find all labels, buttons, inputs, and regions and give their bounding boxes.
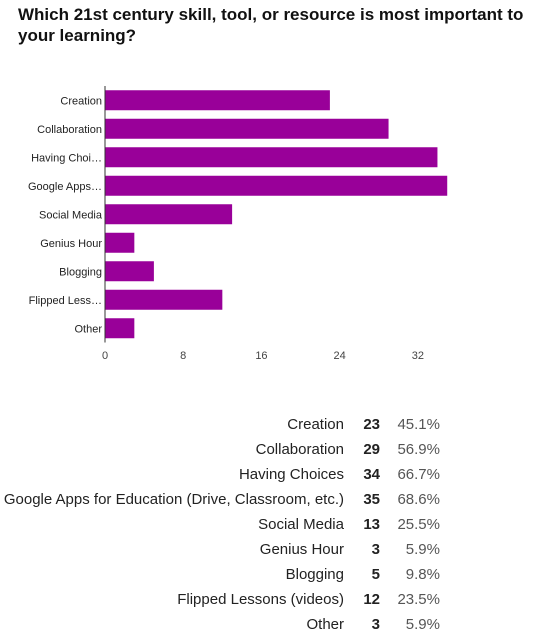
bar	[105, 289, 223, 310]
summary-percent: 5.9%	[405, 541, 440, 558]
summary-percent: 45.1%	[397, 416, 440, 433]
summary-label: Creation	[287, 416, 344, 433]
summary-count: 3	[371, 616, 380, 633]
summary-percent: 9.8%	[405, 566, 440, 583]
bar-chart: Creation Collaboration Having Choi… Google …	[28, 86, 448, 362]
bar	[105, 318, 135, 339]
bar	[105, 261, 154, 282]
bar	[105, 204, 233, 225]
summary-count: 29	[363, 441, 380, 458]
x-tick-label: 16	[255, 350, 267, 362]
summary-count: 13	[363, 516, 380, 533]
category-label: Flipped Less…	[29, 295, 102, 307]
summary-label: Blogging	[285, 566, 344, 583]
summary-percent: 23.5%	[397, 591, 440, 608]
summary-row: Having Choices 34 66.7%	[0, 463, 557, 488]
category-label: Having Choi…	[31, 152, 102, 164]
category-label: Social Media	[39, 209, 103, 221]
summary-count: 35	[363, 491, 380, 508]
summary-count: 12	[363, 591, 380, 608]
category-label: Collaboration	[37, 124, 102, 136]
x-tick-label: 32	[412, 350, 424, 362]
category-label: Creation	[60, 95, 102, 107]
category-label: Other	[74, 323, 102, 335]
summary-label: Collaboration	[255, 441, 344, 458]
summary-label: Flipped Lessons (videos)	[177, 591, 344, 608]
summary-percent: 56.9%	[397, 441, 440, 458]
summary-label: Google Apps for Education (Drive, Classr…	[3, 491, 344, 508]
bar	[105, 118, 389, 139]
category-label: Genius Hour	[40, 238, 102, 250]
summary-row: Blogging 5 9.8%	[0, 563, 557, 588]
summary-row: Creation 23 45.1%	[0, 413, 557, 438]
question-title: Which 21st century skill, tool, or resou…	[18, 5, 524, 45]
summary-count: 3	[371, 541, 380, 558]
bar	[105, 90, 330, 111]
category-label: Google Apps…	[28, 181, 102, 193]
summary-row: Other 3 5.9%	[0, 613, 557, 638]
summary-row: Genius Hour 3 5.9%	[0, 538, 557, 563]
summary-label: Having Choices	[238, 466, 344, 483]
summary-row: Flipped Lessons (videos) 12 23.5%	[0, 588, 557, 613]
summary-count: 5	[371, 566, 380, 583]
summary-count: 34	[363, 466, 380, 483]
summary-percent: 66.7%	[397, 466, 440, 483]
bar	[105, 232, 135, 253]
bar	[105, 175, 448, 196]
x-tick-label: 8	[180, 350, 186, 362]
summary-row: Social Media 13 25.5%	[0, 513, 557, 538]
summary-label: Other	[306, 616, 344, 633]
summary-label: Genius Hour	[259, 541, 344, 558]
summary-percent: 25.5%	[397, 516, 440, 533]
summary-row: Google Apps for Education (Drive, Classr…	[0, 488, 557, 513]
summary-label: Social Media	[258, 516, 344, 533]
summary-percent: 5.9%	[405, 616, 440, 633]
category-label: Blogging	[59, 266, 102, 278]
summary-row: Collaboration 29 56.9%	[0, 438, 557, 463]
x-tick-label: 24	[334, 350, 346, 362]
bar	[105, 147, 438, 168]
summary-percent: 68.6%	[397, 491, 440, 508]
x-tick-label: 0	[102, 350, 108, 362]
summary-count: 23	[363, 416, 380, 433]
